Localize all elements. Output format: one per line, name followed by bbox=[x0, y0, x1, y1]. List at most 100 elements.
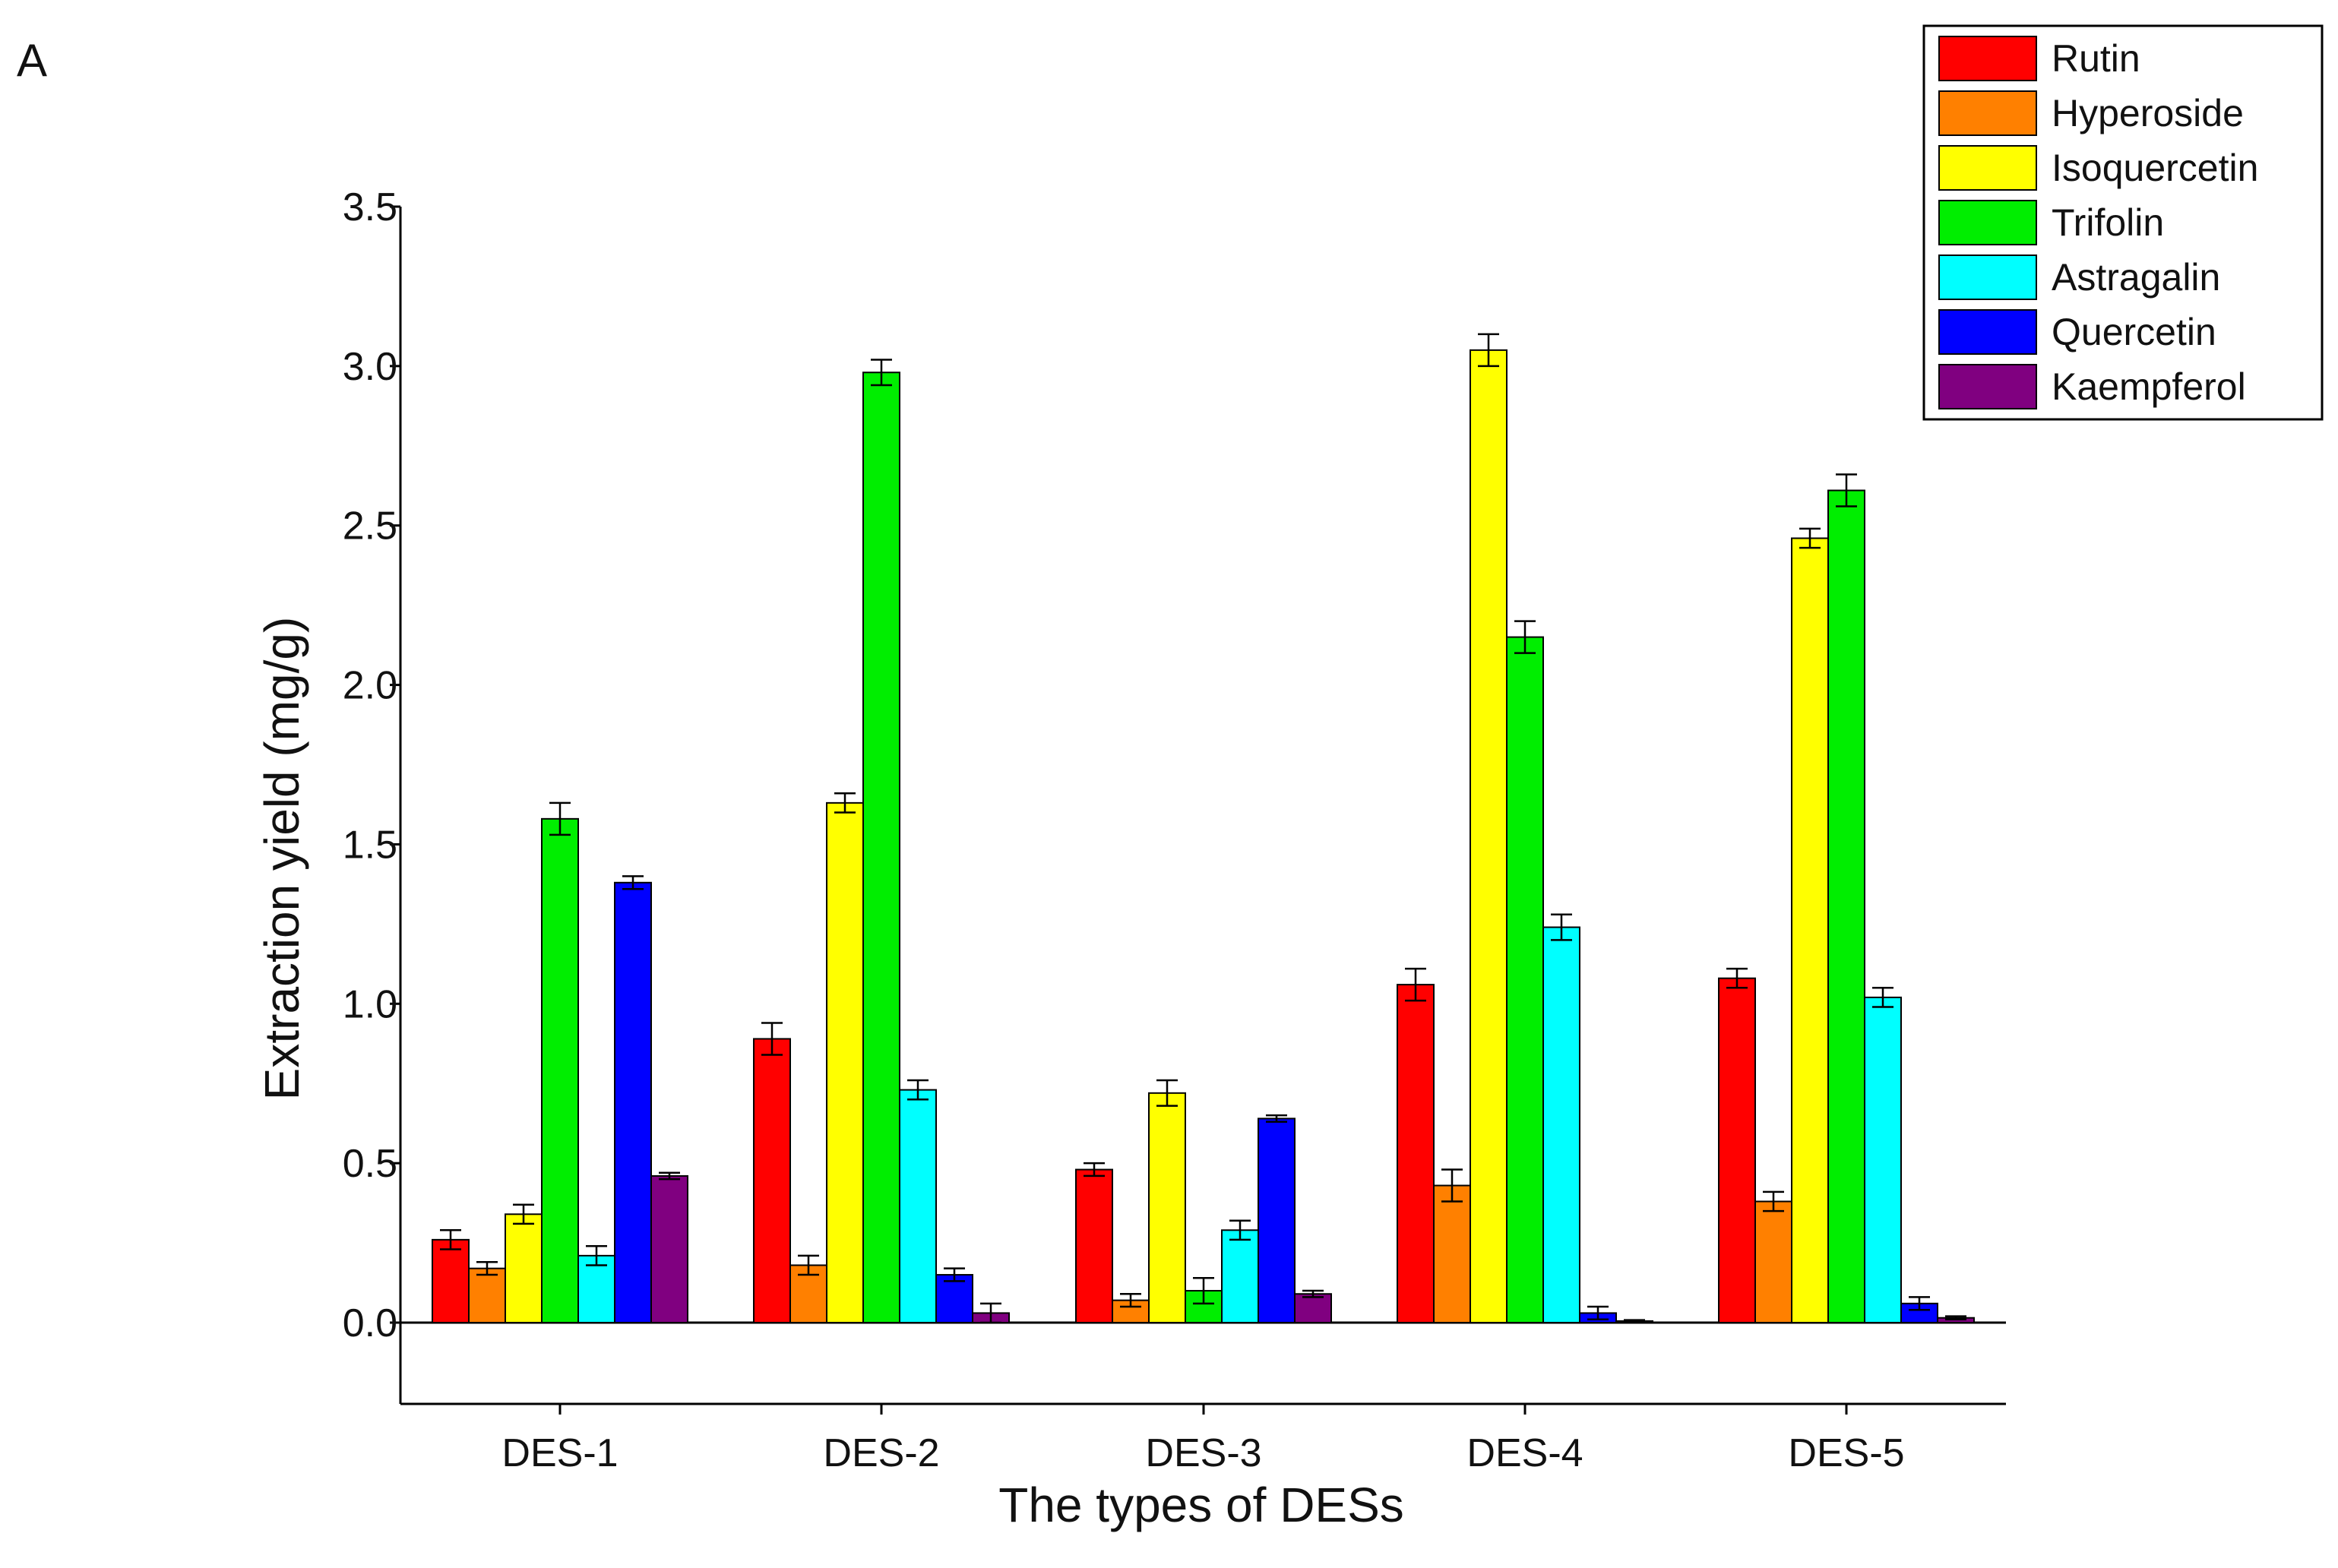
bar-rutin-des-3 bbox=[1075, 1168, 1113, 1323]
x-tick-label-des-1: DES-1 bbox=[501, 1431, 618, 1475]
legend-label: Trifolin bbox=[2052, 201, 2164, 244]
error-bar-isoquercetin-des-1 bbox=[513, 1203, 534, 1225]
x-tick-label-des-3: DES-3 bbox=[1145, 1431, 1261, 1475]
bar-kaempferol-des-1 bbox=[650, 1174, 688, 1323]
legend-swatch bbox=[1938, 254, 2037, 300]
error-bar-isoquercetin-des-2 bbox=[834, 792, 856, 814]
legend-label: Hyperoside bbox=[2052, 92, 2244, 134]
bar-rutin-des-2 bbox=[753, 1038, 791, 1324]
bar-hyperoside-des-4 bbox=[1433, 1184, 1471, 1323]
error-bar-hyperoside-des-2 bbox=[798, 1254, 819, 1276]
error-bar-hyperoside-des-1 bbox=[476, 1261, 498, 1276]
error-bar-kaempferol-des-4 bbox=[1624, 1319, 1645, 1323]
bar-trifolin-des-1 bbox=[541, 817, 579, 1323]
error-bar-rutin-des-4 bbox=[1405, 967, 1426, 1002]
legend-swatch bbox=[1938, 90, 2037, 136]
legend-item-hyperoside: Hyperoside bbox=[1938, 90, 2244, 136]
error-bar-rutin-des-2 bbox=[761, 1022, 783, 1056]
legend-swatch bbox=[1938, 364, 2037, 409]
y-axis-title: Extraction yield (mg/g) bbox=[255, 617, 309, 1101]
bar-astragalin-des-4 bbox=[1542, 926, 1580, 1324]
legend-item-isoquercetin: Isoquercetin bbox=[1938, 145, 2258, 191]
y-tick-label: 1.0 bbox=[343, 982, 397, 1026]
error-bar-quercetin-des-2 bbox=[944, 1267, 965, 1282]
bar-kaempferol-des-3 bbox=[1294, 1293, 1332, 1323]
error-bar-quercetin-des-4 bbox=[1587, 1305, 1609, 1321]
legend: Rutin Hyperoside Isoquercetin Trifolin Astra… bbox=[1922, 24, 2324, 421]
error-bar-isoquercetin-des-5 bbox=[1799, 527, 1821, 549]
legend-item-rutin: Rutin bbox=[1938, 36, 2140, 81]
error-bar-hyperoside-des-4 bbox=[1441, 1168, 1463, 1203]
x-axis-title: The types of DESs bbox=[998, 1478, 1404, 1532]
error-bar-astragalin-des-4 bbox=[1551, 913, 1572, 941]
x-tick-label-des-4: DES-4 bbox=[1466, 1431, 1583, 1475]
y-tick-label: 1.5 bbox=[343, 823, 397, 867]
bar-astragalin-des-5 bbox=[1864, 996, 1902, 1324]
bar-rutin-des-1 bbox=[432, 1238, 470, 1323]
bar-hyperoside-des-5 bbox=[1754, 1200, 1792, 1323]
legend-label: Isoquercetin bbox=[2052, 147, 2258, 189]
bar-astragalin-des-1 bbox=[577, 1254, 615, 1323]
bar-quercetin-des-3 bbox=[1258, 1118, 1296, 1323]
error-bar-rutin-des-5 bbox=[1726, 967, 1748, 989]
error-bar-isoquercetin-des-3 bbox=[1156, 1079, 1178, 1107]
bar-isoquercetin-des-4 bbox=[1470, 349, 1508, 1323]
error-bar-rutin-des-3 bbox=[1084, 1162, 1105, 1178]
error-bar-astragalin-des-1 bbox=[586, 1245, 607, 1266]
error-bar-trifolin-des-1 bbox=[549, 801, 571, 836]
y-tick-label: 2.0 bbox=[343, 664, 397, 708]
error-bar-kaempferol-des-3 bbox=[1302, 1289, 1324, 1298]
error-bar-trifolin-des-4 bbox=[1514, 620, 1536, 654]
legend-label: Astragalin bbox=[2052, 256, 2220, 299]
error-bar-hyperoside-des-3 bbox=[1120, 1292, 1141, 1308]
bar-astragalin-des-2 bbox=[899, 1089, 937, 1323]
y-tick-label: 0.5 bbox=[343, 1142, 397, 1186]
y-tick-label: 0.0 bbox=[343, 1301, 397, 1345]
legend-label: Rutin bbox=[2052, 37, 2140, 80]
bar-isoquercetin-des-3 bbox=[1148, 1092, 1186, 1323]
bar-trifolin-des-4 bbox=[1506, 636, 1544, 1323]
bar-quercetin-des-2 bbox=[935, 1274, 973, 1323]
error-bar-kaempferol-des-2 bbox=[980, 1302, 1001, 1324]
error-bar-quercetin-des-1 bbox=[622, 875, 644, 890]
error-bar-trifolin-des-3 bbox=[1193, 1276, 1214, 1305]
bar-isoquercetin-des-5 bbox=[1791, 537, 1829, 1324]
legend-swatch bbox=[1938, 145, 2037, 191]
legend-item-kaempferol: Kaempferol bbox=[1938, 364, 2246, 409]
bar-rutin-des-5 bbox=[1718, 977, 1756, 1324]
legend-swatch bbox=[1938, 36, 2037, 81]
legend-item-quercetin: Quercetin bbox=[1938, 309, 2216, 355]
legend-swatch bbox=[1938, 309, 2037, 355]
y-tick-label: 3.5 bbox=[343, 185, 397, 229]
error-bar-quercetin-des-3 bbox=[1266, 1114, 1287, 1123]
legend-item-astragalin: Astragalin bbox=[1938, 254, 2220, 300]
error-bar-kaempferol-des-5 bbox=[1945, 1315, 1966, 1321]
error-bar-trifolin-des-2 bbox=[871, 359, 892, 387]
bar-trifolin-des-2 bbox=[862, 371, 900, 1323]
error-bar-rutin-des-1 bbox=[440, 1229, 461, 1250]
error-bars bbox=[440, 333, 1966, 1324]
bar-astragalin-des-3 bbox=[1221, 1229, 1259, 1323]
bar-series bbox=[432, 349, 1975, 1324]
error-bar-astragalin-des-2 bbox=[907, 1079, 929, 1101]
legend-item-trifolin: Trifolin bbox=[1938, 200, 2164, 245]
error-bar-astragalin-des-3 bbox=[1229, 1219, 1251, 1241]
error-bar-isoquercetin-des-4 bbox=[1478, 333, 1499, 368]
x-tick-label-des-2: DES-2 bbox=[823, 1431, 939, 1475]
panel-label: A bbox=[17, 35, 47, 86]
x-tick-labels: DES-1 DES-2 DES-3 DES-4 DES-5 bbox=[501, 1404, 1905, 1475]
error-bar-kaempferol-des-1 bbox=[659, 1171, 680, 1181]
y-tick-labels: 0.0 0.5 1.0 1.5 2.0 2.5 3.0 3.5 bbox=[343, 185, 400, 1345]
y-tick-label: 2.5 bbox=[343, 504, 397, 548]
legend-swatch bbox=[1938, 200, 2037, 245]
bar-quercetin-des-1 bbox=[614, 881, 652, 1323]
bar-trifolin-des-5 bbox=[1827, 489, 1865, 1324]
bar-isoquercetin-des-2 bbox=[826, 801, 864, 1323]
bar-isoquercetin-des-1 bbox=[505, 1213, 543, 1323]
bar-hyperoside-des-1 bbox=[468, 1267, 506, 1323]
x-tick-label-des-5: DES-5 bbox=[1788, 1431, 1904, 1475]
y-tick-label: 3.0 bbox=[343, 345, 397, 389]
error-bar-quercetin-des-5 bbox=[1909, 1296, 1930, 1311]
bar-rutin-des-4 bbox=[1397, 984, 1435, 1324]
